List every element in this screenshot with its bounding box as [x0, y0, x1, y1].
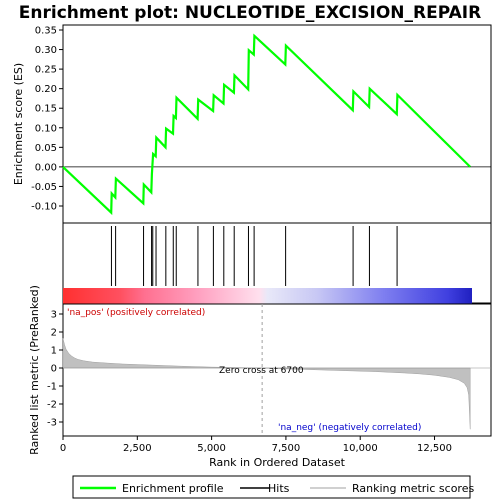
hit-marks — [111, 226, 397, 286]
es-y-tick-label: 0.25 — [35, 65, 57, 76]
metric-y-tick-label: -2 — [47, 400, 57, 411]
chart-title: Enrichment plot: NUCLEOTIDE_EXCISION_REP… — [19, 3, 481, 23]
metric-y-tick-label: 1 — [51, 346, 57, 357]
ranking-metric-area — [63, 338, 470, 429]
metric-y-tick-label: 0 — [51, 364, 57, 375]
hits-panel — [63, 223, 491, 304]
es-y-tick-label: 0.15 — [35, 104, 57, 115]
x-tick-label: 2,500 — [123, 443, 152, 454]
es-y-label: Enrichment score (ES) — [12, 63, 25, 185]
es-panel: -0.10 -0.05 0.00 0.05 0.10 0.15 0.20 0.25 0.30 0.… — [12, 25, 491, 223]
enrichment-profile-line — [63, 36, 470, 213]
metric-y-label: Ranked list metric (PreRanked) — [28, 285, 41, 455]
x-tick-label: 10,000 — [343, 443, 378, 454]
es-y-tick-label: 0.10 — [35, 123, 57, 134]
x-tick-label: 5,000 — [197, 443, 226, 454]
es-y-tick-label: -0.10 — [31, 202, 57, 213]
pos-label: 'na_pos' (positively correlated) — [67, 308, 205, 318]
legend-metric-label: Ranking metric scores — [352, 482, 474, 495]
x-ticks: 0 2,500 5,000 7,500 10,000 12,500 — [60, 436, 452, 454]
x-tick-label: 12,500 — [417, 443, 452, 454]
metric-y-tick-label: -1 — [47, 382, 57, 393]
metric-y-tick-label: -3 — [47, 418, 57, 429]
legend: Enrichment profile Hits Ranking metric s… — [73, 476, 474, 498]
legend-hits-label: Hits — [268, 482, 290, 495]
es-y-ticks: -0.10 -0.05 0.00 0.05 0.10 0.15 0.20 0.25 0.30 0.… — [31, 26, 63, 213]
x-tick-label: 0 — [60, 443, 66, 454]
es-y-tick-label: -0.05 — [31, 182, 57, 193]
x-tick-label: 7,500 — [272, 443, 301, 454]
es-y-tick-label: 0.30 — [35, 45, 57, 56]
legend-enrichment-label: Enrichment profile — [122, 482, 224, 495]
rank-color-bar — [63, 288, 472, 304]
neg-label: 'na_neg' (negatively correlated) — [278, 423, 421, 433]
es-y-tick-label: 0.20 — [35, 84, 57, 95]
metric-y-ticks: -3 -2 -1 0 1 2 3 — [47, 310, 63, 429]
es-y-tick-label: 0.35 — [35, 26, 57, 37]
es-y-tick-label: 0.00 — [35, 162, 57, 173]
es-y-tick-label: 0.05 — [35, 143, 57, 154]
zero-cross-label: Zero cross at 6700 — [219, 366, 304, 376]
x-axis-label: Rank in Ordered Dataset — [209, 456, 346, 469]
metric-y-tick-label: 2 — [51, 328, 57, 339]
metric-y-tick-label: 3 — [51, 310, 57, 321]
